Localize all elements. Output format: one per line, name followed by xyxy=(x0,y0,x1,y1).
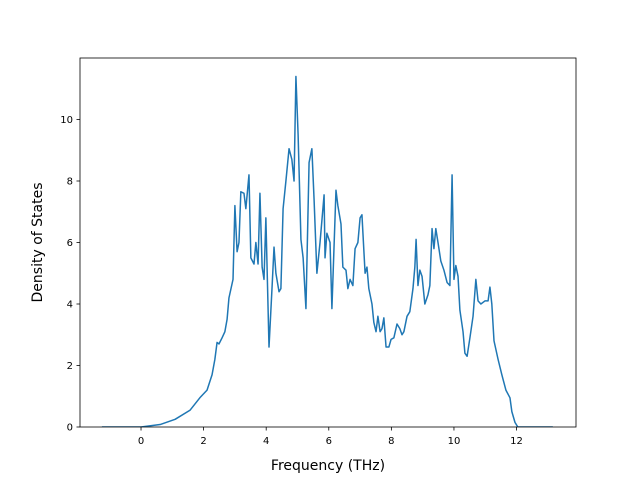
x-tick-label: 12 xyxy=(510,436,523,447)
y-axis-label: Density of States xyxy=(30,183,46,303)
x-tick-label: 8 xyxy=(388,436,394,447)
y-tick-label: 2 xyxy=(67,361,73,372)
dos-line xyxy=(101,75,553,427)
x-tick-label: 4 xyxy=(263,436,269,447)
y-tick-label: 10 xyxy=(60,115,73,126)
x-tick-label: 6 xyxy=(326,436,332,447)
y-tick-label: 6 xyxy=(67,238,73,249)
y-tick-label: 4 xyxy=(67,300,73,311)
x-tick-label: 2 xyxy=(200,436,206,447)
x-tick-label: 0 xyxy=(138,436,144,447)
y-tick-label: 0 xyxy=(67,423,73,434)
y-tick-label: 8 xyxy=(67,177,73,188)
x-tick-label: 10 xyxy=(448,436,461,447)
plot-frame xyxy=(79,57,577,428)
x-axis-label: Frequency (THz) xyxy=(271,458,385,474)
